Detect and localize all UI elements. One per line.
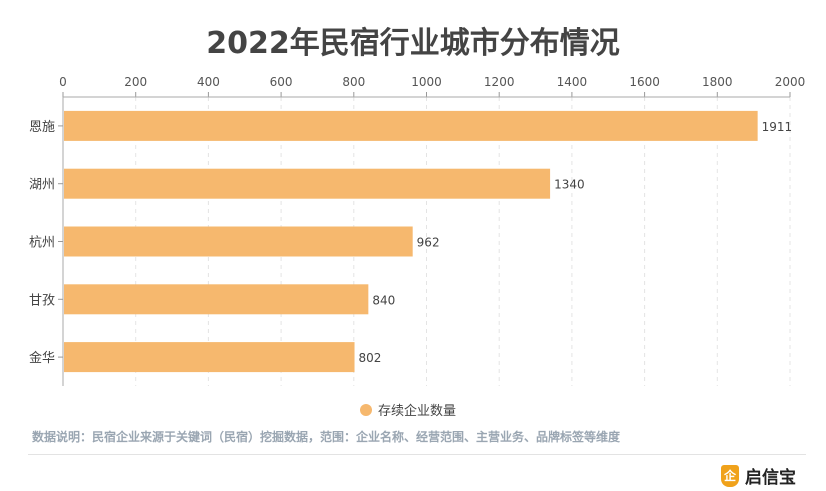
- x-tick-label: 1400: [557, 75, 588, 89]
- category-label: 甘孜: [29, 293, 55, 308]
- data-label: 1340: [554, 178, 585, 192]
- brand-name: 启信宝: [745, 468, 796, 488]
- bar: [64, 284, 369, 315]
- category-label: 恩施: [29, 120, 55, 135]
- chart-legend[interactable]: 存续企业数量: [360, 400, 456, 419]
- chart-title: 2022年民宿行业城市分布情况: [206, 26, 620, 61]
- divider: [28, 454, 806, 455]
- x-tick-label: 800: [342, 75, 365, 89]
- data-label: 840: [372, 293, 395, 307]
- data-label: 802: [359, 351, 382, 365]
- brand-logo: 企 启信宝: [721, 463, 796, 488]
- data-label: 1911: [762, 120, 793, 134]
- x-tick-label: 1000: [411, 75, 442, 89]
- data-label: 962: [417, 236, 440, 250]
- bar: [64, 342, 355, 373]
- legend-swatch-icon: [360, 403, 372, 416]
- x-tick-label: 200: [124, 75, 147, 89]
- bar: [64, 168, 551, 199]
- x-tick-label: 1800: [702, 75, 733, 89]
- x-tick-label: 2000: [775, 75, 806, 89]
- category-label: 金华: [29, 350, 55, 366]
- category-label: 湖州: [29, 178, 55, 193]
- x-tick-label: 1200: [484, 75, 515, 89]
- x-tick-label: 600: [270, 75, 293, 89]
- x-tick-label: 0: [59, 75, 67, 89]
- data-note: 数据说明：民宿企业来源于关键词（民宿）挖掘数据，范围：企业名称、经营范围、主营业…: [32, 430, 621, 444]
- x-tick-label: 1600: [629, 75, 660, 89]
- brand-shield-icon: 企: [721, 464, 739, 487]
- bar: [64, 226, 413, 257]
- category-label: 杭州: [29, 236, 55, 251]
- x-tick-label: 400: [197, 75, 220, 89]
- bar: [64, 110, 758, 141]
- legend-label: 存续企业数量: [378, 404, 457, 419]
